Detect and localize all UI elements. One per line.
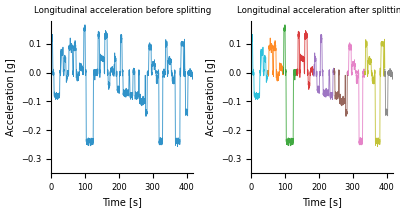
X-axis label: Time [s]: Time [s]: [102, 197, 142, 207]
Y-axis label: Acceleration [g]: Acceleration [g]: [6, 58, 16, 136]
X-axis label: Time [s]: Time [s]: [302, 197, 342, 207]
Title: Longitudinal acceleration before splitting: Longitudinal acceleration before splitti…: [34, 6, 211, 14]
Y-axis label: Acceleration [g]: Acceleration [g]: [206, 58, 216, 136]
Title: Longitudinal acceleration after splitting: Longitudinal acceleration after splittin…: [237, 6, 400, 14]
